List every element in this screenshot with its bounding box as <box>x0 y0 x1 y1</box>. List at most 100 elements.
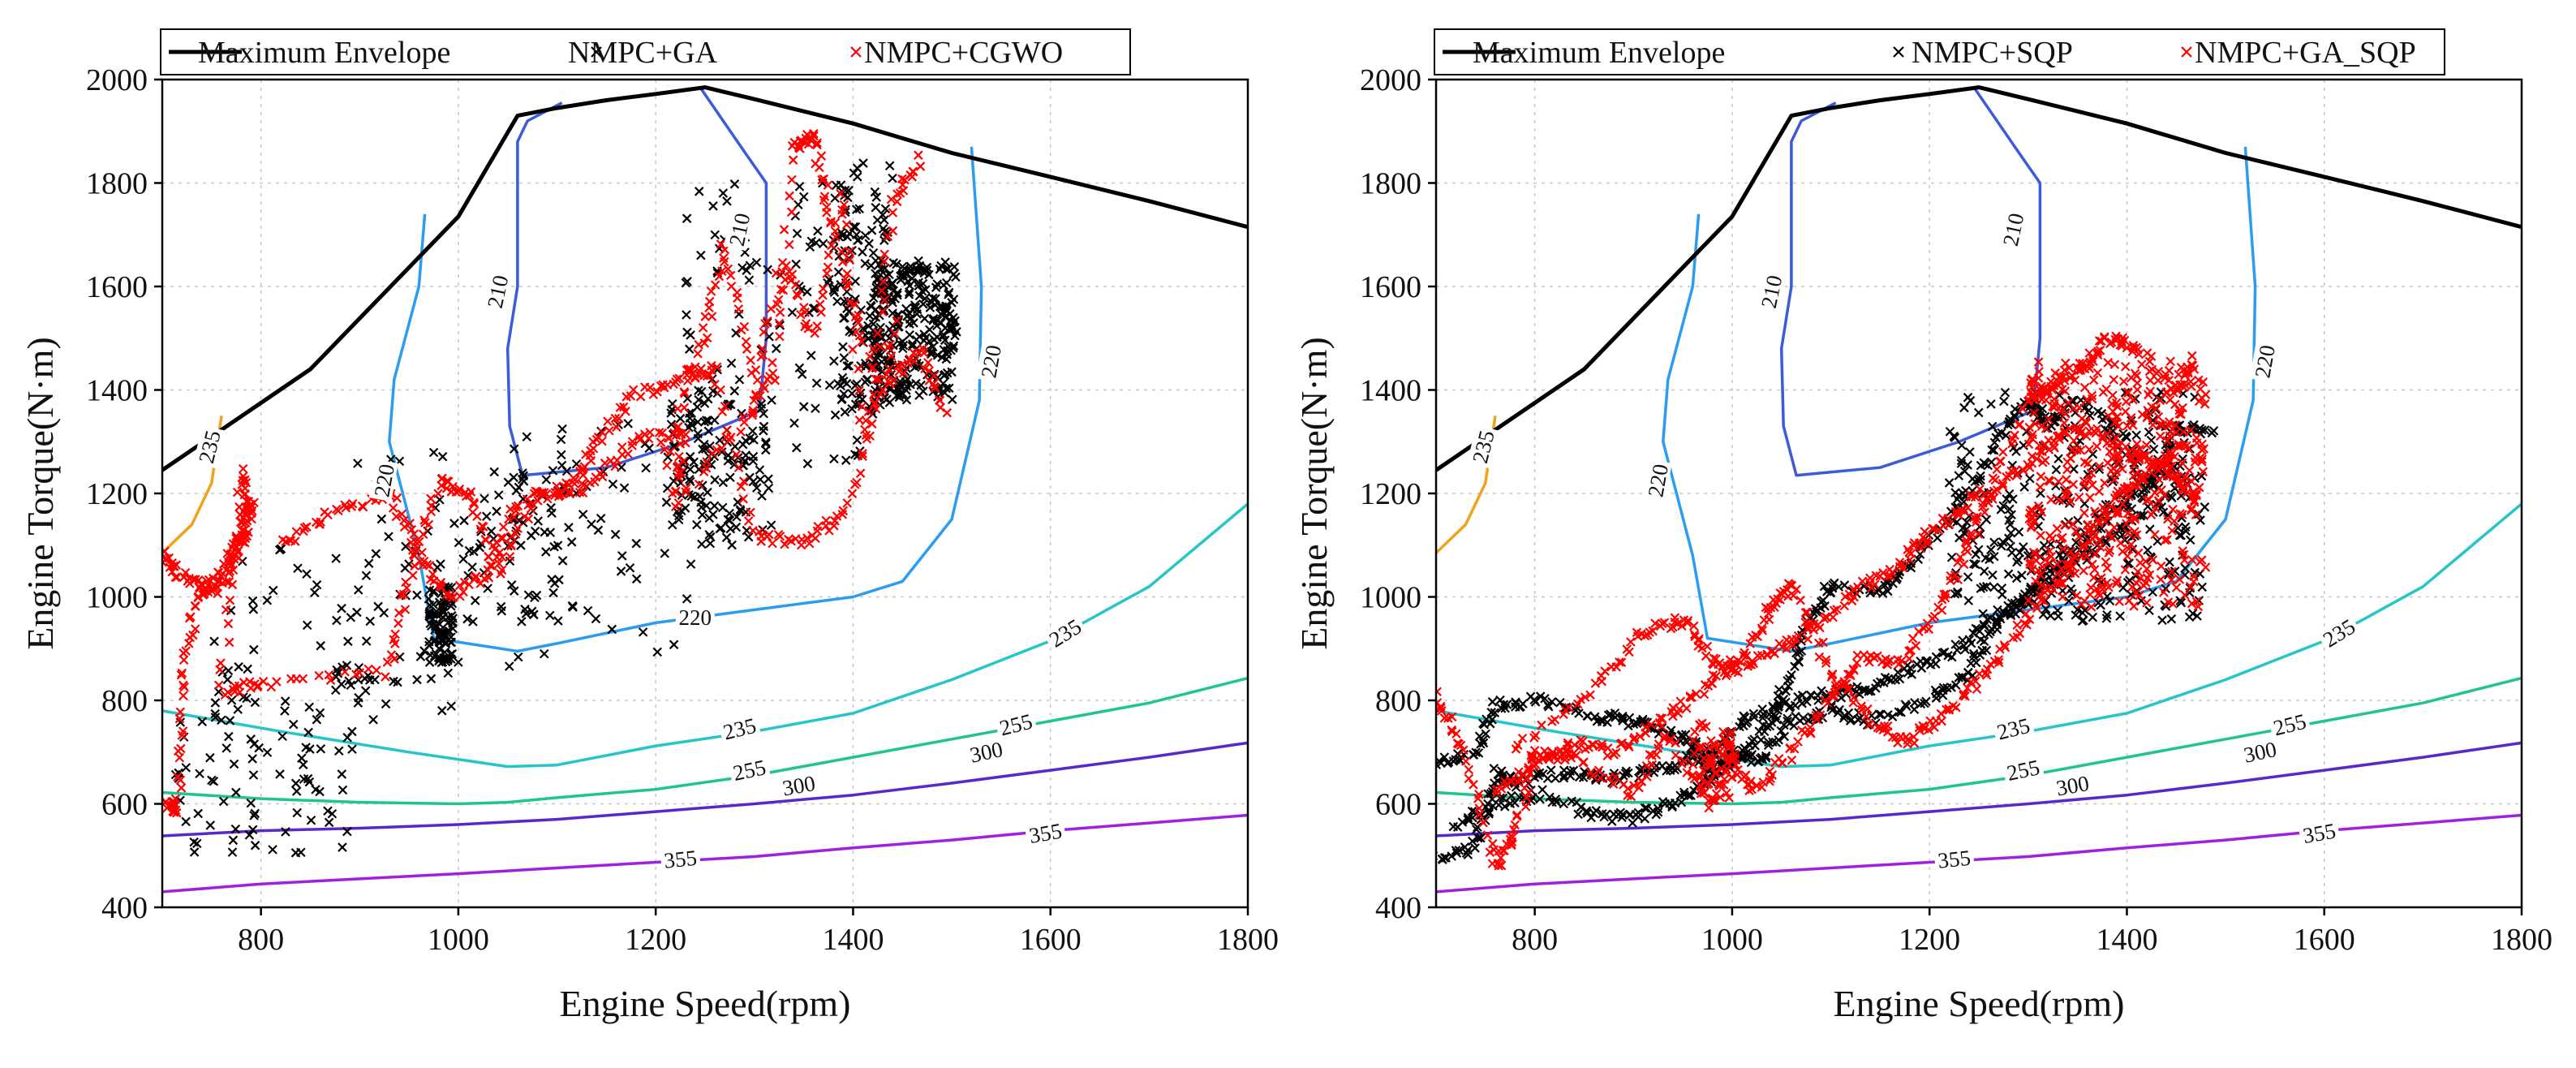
contour-label: 255 <box>994 708 1038 740</box>
point-nmpc-ga-sqp <box>2079 508 2089 518</box>
point-nmpc-ga <box>705 441 715 451</box>
point-nmpc-ga-sqp <box>2165 431 2175 441</box>
point-nmpc-cgwo <box>823 180 833 190</box>
point-nmpc-ga <box>337 769 347 779</box>
point-nmpc-ga <box>888 173 897 183</box>
point-nmpc-ga <box>557 424 567 434</box>
point-nmpc-ga-sqp <box>1718 727 1728 737</box>
point-nmpc-cgwo <box>492 552 502 562</box>
point-nmpc-sqp <box>2053 605 2062 615</box>
point-nmpc-ga <box>281 827 290 837</box>
point-nmpc-cgwo <box>466 487 476 497</box>
point-nmpc-ga <box>244 830 255 840</box>
point-nmpc-sqp <box>1966 658 1976 669</box>
point-nmpc-sqp <box>1547 696 1557 707</box>
point-nmpc-ga-sqp <box>1459 745 1469 756</box>
point-nmpc-cgwo <box>394 608 404 618</box>
point-nmpc-ga <box>905 287 914 297</box>
point-nmpc-ga <box>489 467 499 477</box>
point-nmpc-ga <box>275 769 285 779</box>
point-nmpc-ga-sqp <box>1793 631 1804 641</box>
point-nmpc-ga <box>948 341 959 351</box>
point-nmpc-ga-sqp <box>1870 579 1880 589</box>
point-nmpc-ga-sqp <box>1821 612 1830 622</box>
point-nmpc-sqp <box>1979 636 1989 647</box>
point-nmpc-ga-sqp <box>1512 810 1522 820</box>
point-nmpc-sqp <box>1930 685 1941 695</box>
point-nmpc-ga <box>545 528 556 537</box>
point-nmpc-cgwo <box>827 240 836 251</box>
point-nmpc-ga <box>928 315 938 325</box>
maximum-envelope-line <box>162 85 1248 472</box>
point-nmpc-sqp <box>1452 822 1463 832</box>
contour-label-text: 220 <box>2250 343 2280 380</box>
series-nmpc-sqp <box>1436 387 2219 864</box>
contour-label-text: 300 <box>2054 771 2091 801</box>
point-nmpc-ga <box>894 392 905 403</box>
point-nmpc-ga <box>544 610 555 621</box>
point-nmpc-ga-sqp <box>2132 385 2143 395</box>
point-nmpc-cgwo <box>447 592 458 602</box>
point-nmpc-sqp <box>1976 584 1986 593</box>
point-nmpc-cgwo <box>472 511 482 521</box>
point-nmpc-sqp <box>1471 747 1481 757</box>
point-nmpc-ga <box>811 403 820 414</box>
contour-220-line <box>388 146 983 653</box>
point-nmpc-cgwo <box>213 680 224 691</box>
point-nmpc-ga-sqp <box>1953 558 1963 567</box>
point-nmpc-ga <box>608 479 618 489</box>
point-nmpc-sqp <box>1834 582 1844 592</box>
point-nmpc-ga <box>745 433 755 443</box>
point-nmpc-ga-sqp <box>1770 648 1780 659</box>
point-nmpc-cgwo <box>800 308 810 317</box>
point-nmpc-sqp <box>1623 721 1633 731</box>
point-nmpc-ga-sqp <box>2143 573 2152 584</box>
point-nmpc-sqp <box>2004 533 2014 544</box>
point-nmpc-ga <box>761 445 771 455</box>
point-nmpc-cgwo <box>238 476 247 485</box>
point-nmpc-ga <box>829 282 840 292</box>
point-nmpc-ga <box>682 213 692 223</box>
point-nmpc-cgwo <box>867 419 877 429</box>
point-nmpc-ga-sqp <box>1744 786 1754 795</box>
point-nmpc-ga-sqp <box>2155 420 2165 429</box>
point-nmpc-ga <box>694 187 704 196</box>
point-nmpc-sqp <box>2174 530 2185 540</box>
point-nmpc-ga-sqp <box>2071 591 2082 601</box>
point-nmpc-sqp <box>1813 691 1823 701</box>
point-nmpc-sqp <box>1976 471 1985 481</box>
point-nmpc-ga <box>873 347 884 356</box>
point-nmpc-cgwo <box>626 391 636 401</box>
point-nmpc-ga <box>291 786 302 796</box>
point-nmpc-ga <box>787 308 798 317</box>
contour-355-line <box>1436 813 2522 894</box>
point-nmpc-cgwo <box>673 472 684 483</box>
point-nmpc-ga <box>701 501 712 510</box>
point-nmpc-ga-sqp <box>1474 809 1485 820</box>
point-nmpc-ga-sqp <box>2084 348 2095 358</box>
point-nmpc-ga <box>431 621 441 631</box>
point-nmpc-ga <box>905 379 915 390</box>
point-nmpc-cgwo <box>850 312 861 322</box>
point-nmpc-cgwo <box>934 395 944 405</box>
point-nmpc-ga <box>218 796 229 807</box>
point-nmpc-cgwo <box>813 522 824 532</box>
point-nmpc-ga-sqp <box>1579 757 1589 768</box>
point-nmpc-sqp <box>2079 605 2090 615</box>
point-nmpc-sqp <box>1463 845 1473 855</box>
point-nmpc-ga <box>363 558 374 568</box>
point-nmpc-ga-sqp <box>2076 599 2086 609</box>
point-nmpc-ga <box>617 551 627 561</box>
point-nmpc-ga <box>458 554 468 564</box>
point-nmpc-cgwo <box>204 575 214 585</box>
point-nmpc-ga <box>748 456 759 466</box>
point-nmpc-cgwo <box>238 463 248 474</box>
point-nmpc-ga-sqp <box>2058 544 2068 553</box>
point-nmpc-cgwo <box>177 668 187 678</box>
point-nmpc-cgwo <box>372 665 381 675</box>
point-nmpc-sqp <box>1978 582 1989 592</box>
point-nmpc-ga <box>342 732 352 743</box>
point-nmpc-ga-sqp <box>1693 744 1704 755</box>
contour-label-text: 235 <box>1994 713 2032 745</box>
